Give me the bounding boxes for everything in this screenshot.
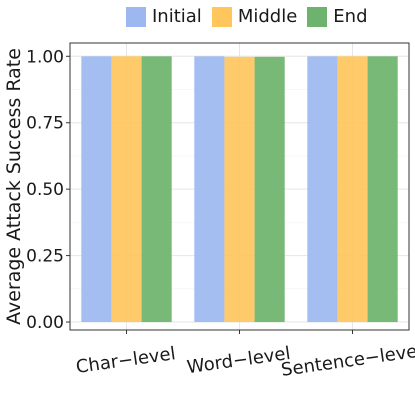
bar-middle-1 <box>224 56 255 323</box>
legend-label-end: End <box>333 6 368 27</box>
legend-swatch-middle <box>211 6 232 27</box>
legend-item-initial: Initial <box>126 6 202 27</box>
bar-initial-0 <box>81 56 112 323</box>
bar-initial-2 <box>307 56 338 323</box>
legend-item-middle: Middle <box>211 6 298 27</box>
y-axis-title: Average Attack Success Rate <box>3 48 25 325</box>
bar-initial-1 <box>194 56 225 323</box>
bar-end-1 <box>254 56 285 323</box>
legend-label-initial: Initial <box>152 6 202 27</box>
legend-swatch-end <box>307 6 328 27</box>
bar-middle-0 <box>111 56 142 323</box>
y-tick-label-0: 0.00 <box>26 313 64 333</box>
bar-end-2 <box>367 56 398 323</box>
legend: Initial Middle End <box>126 6 378 27</box>
bar-middle-2 <box>337 56 368 323</box>
y-tick-label-2: 0.50 <box>26 180 64 200</box>
y-tick-label-1: 0.25 <box>26 247 64 267</box>
bar-end-0 <box>141 56 172 323</box>
y-tick-label-4: 1.00 <box>26 47 64 67</box>
legend-label-middle: Middle <box>237 6 298 27</box>
x-tick-label-1: Word−level <box>186 343 292 378</box>
legend-swatch-initial <box>126 6 146 27</box>
y-tick-label-3: 0.75 <box>26 114 64 134</box>
x-tick-label-0: Char−level <box>75 343 177 378</box>
legend-item-end: End <box>307 6 368 27</box>
x-tick-label-2: Sentence−level <box>280 340 415 381</box>
